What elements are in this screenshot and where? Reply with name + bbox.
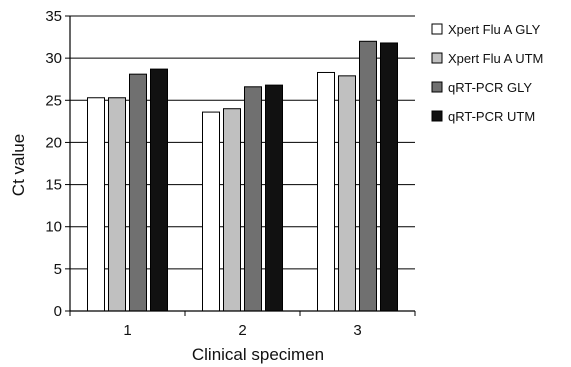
bar-qrt-pcr-utm-specimen-2 <box>265 84 283 312</box>
x-axis-title: Clinical specimen <box>192 345 324 364</box>
legend: Xpert Flu A GLY Xpert Flu A UTM qRT-PCR GL… <box>431 22 543 124</box>
x-tick-label: 2 <box>238 322 246 339</box>
bar-qrt-pcr-gly-specimen-1 <box>129 73 147 312</box>
legend-label: qRT-PCR GLY <box>448 80 532 95</box>
bar-xpert-flu-a-utm-specimen-3 <box>338 75 356 312</box>
bar-xpert-flu-a-gly-specimen-1 <box>87 97 105 312</box>
legend-swatch <box>431 81 443 93</box>
x-tick-label: 3 <box>353 322 361 339</box>
bar-qrt-pcr-utm-specimen-1 <box>150 68 168 312</box>
y-tick-label: 15 <box>45 177 62 194</box>
legend-label: Xpert Flu A UTM <box>448 51 543 66</box>
y-tick-label: 35 <box>45 8 62 25</box>
legend-swatch <box>431 23 443 35</box>
bar-xpert-flu-a-gly-specimen-2 <box>202 111 220 312</box>
axes <box>69 16 415 312</box>
bar-xpert-flu-a-gly-specimen-3 <box>317 71 335 312</box>
y-tick-label: 25 <box>45 92 62 109</box>
bar-xpert-flu-a-utm-specimen-1 <box>108 97 126 312</box>
bar-qrt-pcr-utm-specimen-3 <box>380 42 398 312</box>
x-tick-labels: 1 2 3 <box>69 311 416 339</box>
y-tick-label: 5 <box>54 261 62 278</box>
gridlines <box>70 15 415 270</box>
y-axis-title: Ct value <box>9 134 28 196</box>
legend-swatch <box>431 110 443 122</box>
y-tick-labels: 0 5 10 15 20 25 30 35 <box>45 8 70 320</box>
y-tick-label: 0 <box>54 303 62 320</box>
x-tick-label: 1 <box>123 322 131 339</box>
bar-xpert-flu-a-utm-specimen-2 <box>223 108 241 312</box>
legend-label: qRT-PCR UTM <box>448 109 535 124</box>
bars <box>87 40 398 312</box>
y-tick-label: 20 <box>45 134 62 151</box>
y-tick-label: 30 <box>45 50 62 67</box>
y-tick-label: 10 <box>45 219 62 236</box>
legend-label: Xpert Flu A GLY <box>448 22 541 37</box>
bar-qrt-pcr-gly-specimen-3 <box>359 40 377 312</box>
bar-qrt-pcr-gly-specimen-2 <box>244 86 262 312</box>
legend-swatch <box>431 52 443 64</box>
